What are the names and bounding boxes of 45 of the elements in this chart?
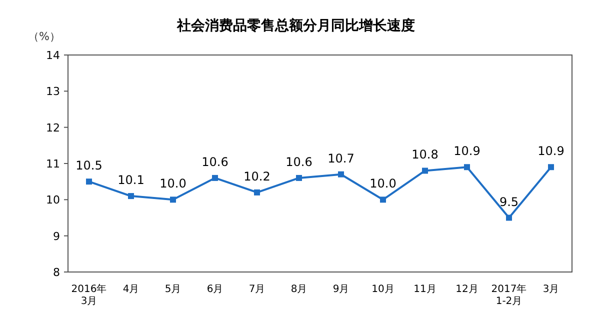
point [548, 164, 554, 170]
point [128, 193, 134, 200]
point [212, 174, 218, 181]
x-tick-label: 10月 [372, 284, 394, 295]
y-tick-label: 10 [46, 194, 60, 207]
x-tick-label: 9月 [332, 284, 350, 295]
x-tick-label: 8月 [290, 284, 308, 295]
data-label: 9.5 [499, 194, 519, 209]
x-tick-label: 2016年 3月 [71, 283, 107, 307]
x-tick-label: 5月 [164, 284, 182, 295]
y-tick-label: 11 [46, 158, 60, 170]
point [296, 174, 302, 181]
data-label: 10.0 [370, 176, 396, 191]
point [380, 196, 386, 203]
chart-title: 社会消费品零售总额分月同比增长速度 [176, 17, 415, 34]
point [422, 168, 428, 174]
point [86, 178, 92, 185]
data-label: 10.1 [118, 173, 144, 188]
point [170, 196, 176, 203]
y-tick-label: 12 [46, 121, 60, 134]
y-tick-label: 8 [53, 266, 60, 279]
x-tick-label: 4月 [122, 284, 140, 295]
y-axis-title: （%） [28, 30, 60, 43]
data-label: 10.7 [328, 151, 354, 166]
data-label: 10.8 [412, 148, 438, 162]
x-tick-label: 12月 [456, 284, 478, 295]
data-label: 10.2 [244, 169, 270, 184]
x-tick-label: 3月 [542, 284, 560, 295]
point [254, 189, 260, 196]
y-tick-label: 9 [53, 230, 60, 243]
data-label: 10.0 [160, 176, 186, 191]
point [506, 214, 512, 221]
data-label: 10.9 [454, 144, 480, 158]
x-tick-label: 11月 [414, 284, 436, 295]
point [464, 164, 470, 170]
y-tick-label: 14 [46, 49, 60, 62]
x-tick-label: 2017年 1-2月 [491, 283, 527, 307]
data-label: 10.5 [76, 158, 102, 173]
x-tick-label: 7月 [248, 284, 266, 295]
point [338, 171, 344, 178]
data-label: 10.6 [202, 154, 228, 169]
y-tick-label: 13 [46, 85, 60, 98]
data-label: 10.6 [286, 154, 312, 169]
data-label: 10.9 [538, 144, 564, 158]
x-tick-label: 6月 [206, 284, 224, 295]
